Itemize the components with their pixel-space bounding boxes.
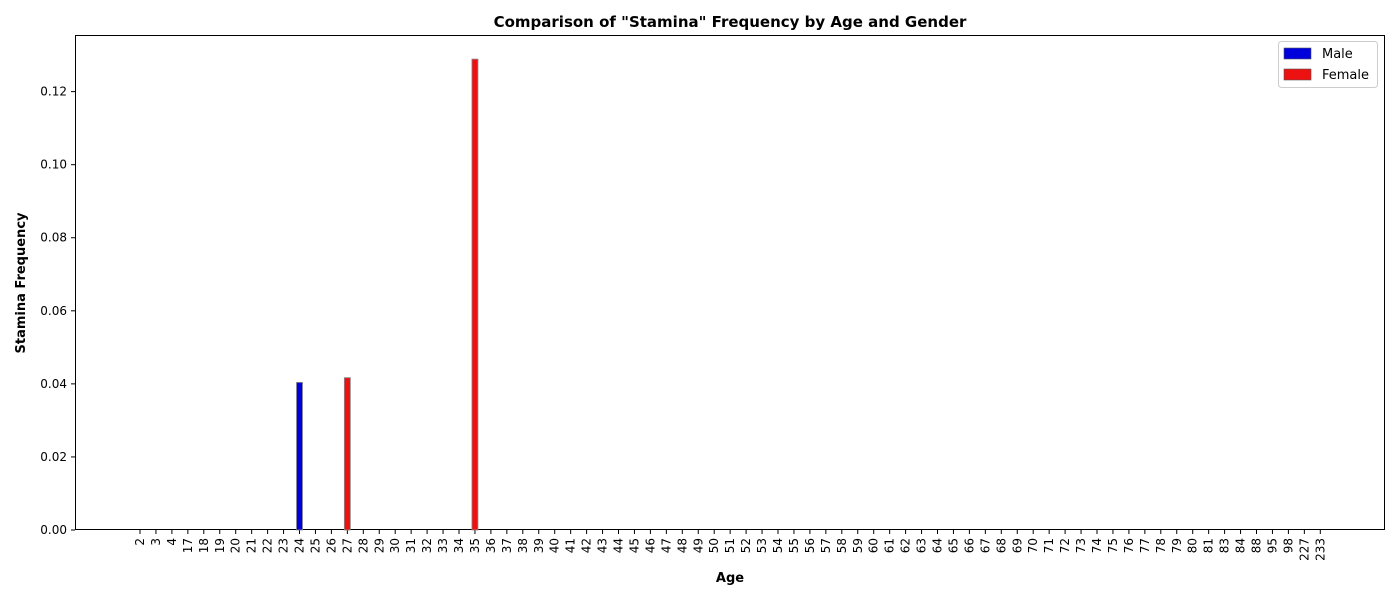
y-tick-label: 0.06 xyxy=(40,304,67,318)
x-tick-label: 79 xyxy=(1170,538,1184,553)
x-tick-label: 63 xyxy=(915,538,929,553)
legend-swatch-female xyxy=(1283,68,1312,81)
x-tick-label: 22 xyxy=(261,538,275,553)
x-tick-label: 23 xyxy=(277,538,291,553)
y-tick-label: 0.00 xyxy=(40,523,67,537)
x-tick-label: 36 xyxy=(484,538,498,553)
x-tick-label: 77 xyxy=(1138,538,1152,553)
legend-swatch-male xyxy=(1283,47,1312,60)
x-tick-label: 39 xyxy=(532,538,546,553)
x-tick-label: 56 xyxy=(803,538,817,553)
x-tick-label: 75 xyxy=(1106,538,1120,553)
x-axis: 2 3 4 17 18 19 20 21 22 23 24 25 26 27 28 29 30 31 32 33 34 3… xyxy=(133,530,1327,561)
y-axis-label: Stamina Frequency xyxy=(14,212,29,354)
x-tick-label: 65 xyxy=(946,538,960,553)
x-tick-label: 64 xyxy=(931,538,945,553)
x-tick-label: 38 xyxy=(516,538,530,553)
bar-male-24 xyxy=(296,382,303,531)
x-tick-label: 26 xyxy=(324,538,338,553)
x-tick-label: 95 xyxy=(1265,538,1279,553)
x-tick-label: 59 xyxy=(851,538,865,553)
legend-label-male: Male xyxy=(1322,47,1353,62)
x-tick-label: 43 xyxy=(596,538,610,553)
x-tick-label: 60 xyxy=(867,538,881,553)
x-tick-label: 80 xyxy=(1186,538,1200,553)
x-tick-label: 25 xyxy=(308,538,322,553)
x-tick-label: 40 xyxy=(548,538,562,553)
x-tick-label: 76 xyxy=(1122,538,1136,553)
x-tick-label: 37 xyxy=(500,538,514,553)
x-tick-label: 34 xyxy=(452,538,466,553)
x-tick-label: 233 xyxy=(1313,538,1327,561)
legend-label-female: Female xyxy=(1322,68,1369,83)
x-tick-label: 46 xyxy=(643,538,657,553)
x-tick-label: 28 xyxy=(356,538,370,553)
x-tick-label: 84 xyxy=(1234,538,1248,553)
x-tick-label: 62 xyxy=(899,538,913,553)
x-tick-label: 47 xyxy=(659,538,673,553)
x-tick-label: 19 xyxy=(213,538,227,553)
x-tick-label: 73 xyxy=(1074,538,1088,553)
x-tick-label: 3 xyxy=(149,538,163,546)
x-axis-label: Age xyxy=(716,571,744,586)
x-tick-label: 41 xyxy=(564,538,578,553)
x-tick-label: 21 xyxy=(245,538,259,553)
x-tick-label: 51 xyxy=(723,538,737,553)
x-tick-label: 30 xyxy=(388,538,402,553)
x-tick-label: 48 xyxy=(675,538,689,553)
x-tick-label: 2 xyxy=(133,538,147,546)
x-tick-label: 69 xyxy=(1010,538,1024,553)
y-tick-label: 0.12 xyxy=(40,85,67,99)
x-tick-label: 55 xyxy=(787,538,801,553)
x-tick-label: 81 xyxy=(1202,538,1216,553)
x-tick-label: 61 xyxy=(883,538,897,553)
x-tick-label: 58 xyxy=(835,538,849,553)
x-tick-label: 44 xyxy=(612,538,626,553)
x-tick-label: 31 xyxy=(404,538,418,553)
x-tick-label: 98 xyxy=(1281,538,1295,553)
x-tick-label: 4 xyxy=(165,538,179,546)
x-tick-label: 78 xyxy=(1154,538,1168,553)
x-tick-label: 54 xyxy=(771,538,785,553)
x-tick-label: 57 xyxy=(819,538,833,553)
x-tick-label: 72 xyxy=(1058,538,1072,553)
x-tick-label: 83 xyxy=(1218,538,1232,553)
x-tick-label: 17 xyxy=(181,538,195,553)
x-tick-label: 52 xyxy=(739,538,753,553)
x-tick-label: 49 xyxy=(691,538,705,553)
x-tick-label: 67 xyxy=(978,538,992,553)
x-tick-label: 53 xyxy=(755,538,769,553)
x-tick-label: 24 xyxy=(293,538,307,553)
x-tick-label: 66 xyxy=(962,538,976,553)
x-tick-label: 71 xyxy=(1042,538,1056,553)
x-tick-label: 68 xyxy=(994,538,1008,553)
x-tick-label: 74 xyxy=(1090,538,1104,553)
x-tick-label: 88 xyxy=(1250,538,1264,553)
x-tick-label: 32 xyxy=(420,538,434,553)
x-tick-label: 27 xyxy=(340,538,354,553)
x-tick-label: 70 xyxy=(1026,538,1040,553)
x-tick-label: 33 xyxy=(436,538,450,553)
x-tick-label: 45 xyxy=(627,538,641,553)
bar-female-35 xyxy=(471,58,479,531)
x-tick-label: 42 xyxy=(580,538,594,553)
y-tick-label: 0.10 xyxy=(40,158,67,172)
y-axis: 0.00 0.02 0.04 0.06 0.08 0.10 0.12 xyxy=(40,85,75,537)
x-tick-label: 227 xyxy=(1297,538,1311,561)
x-tick-label: 50 xyxy=(707,538,721,553)
bars xyxy=(296,58,479,531)
y-tick-label: 0.02 xyxy=(40,450,67,464)
x-tick-label: 20 xyxy=(229,538,243,553)
chart-title: Comparison of "Stamina" Frequency by Age… xyxy=(494,13,967,31)
x-tick-label: 35 xyxy=(468,538,482,553)
y-tick-label: 0.08 xyxy=(40,231,67,245)
y-tick-label: 0.04 xyxy=(40,377,67,391)
x-tick-label: 29 xyxy=(372,538,386,553)
x-tick-label: 18 xyxy=(197,538,211,553)
plot-frame xyxy=(75,35,1385,530)
legend: Male Female xyxy=(1278,41,1378,88)
bar-female-27 xyxy=(343,377,351,531)
